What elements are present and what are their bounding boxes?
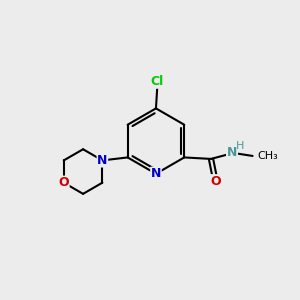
Text: O: O — [210, 175, 221, 188]
Text: N: N — [151, 167, 161, 180]
Text: CH₃: CH₃ — [257, 151, 278, 161]
Text: O: O — [58, 176, 69, 189]
Text: N: N — [97, 154, 108, 167]
Text: N: N — [226, 146, 237, 160]
Text: H: H — [236, 140, 244, 151]
Text: H: H — [229, 148, 238, 158]
Text: Cl: Cl — [151, 75, 164, 88]
